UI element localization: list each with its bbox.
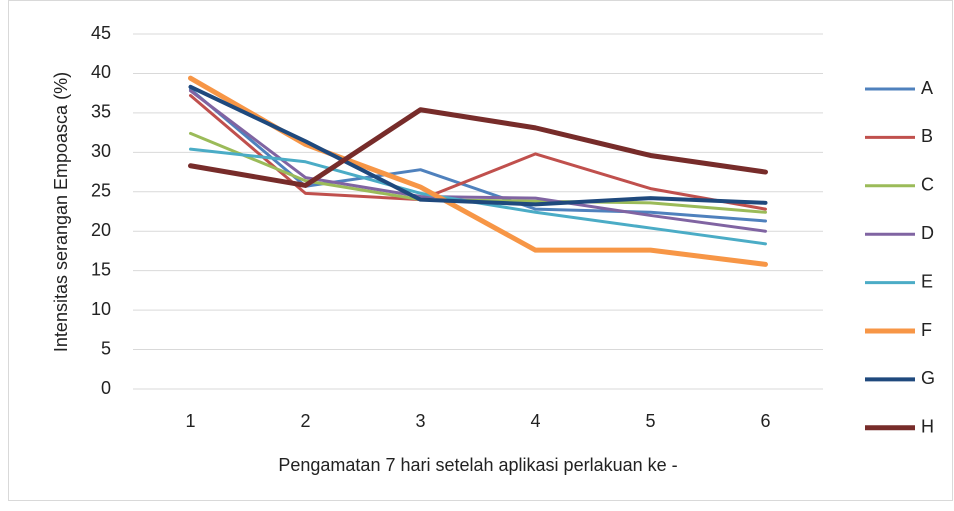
y-tick-label: 30 [91, 141, 111, 161]
x-tick-label: 2 [300, 411, 310, 431]
x-tick-label: 5 [645, 411, 655, 431]
y-tick-label: 0 [101, 378, 111, 398]
y-tick-label: 40 [91, 62, 111, 82]
legend-label: F [921, 320, 932, 340]
legend-label: G [921, 368, 935, 388]
chart-frame [8, 0, 953, 501]
legend-label: C [921, 175, 934, 195]
series-line [188, 84, 768, 207]
y-tick-label: 5 [101, 338, 111, 358]
y-tick-label: 35 [91, 102, 111, 122]
y-axis-label: Intensitas serangan Empoasca (%) [51, 72, 71, 352]
y-tick-label: 20 [91, 220, 111, 240]
series-line [189, 87, 767, 223]
legend-label: D [921, 223, 934, 243]
series-line [189, 94, 767, 211]
x-tick-label: 3 [415, 411, 425, 431]
y-tick-label: 10 [91, 299, 111, 319]
x-tick-label: 1 [185, 411, 195, 431]
legend-label: B [921, 126, 933, 146]
y-tick-label: 45 [91, 23, 111, 43]
legend-label: H [921, 417, 934, 437]
legend-label: E [921, 271, 933, 291]
series-line [188, 107, 768, 188]
y-tick-label: 25 [91, 181, 111, 201]
y-tick-label: 15 [91, 259, 111, 279]
x-axis-label: Pengamatan 7 hari setelah aplikasi perla… [278, 455, 677, 475]
series-line [189, 89, 767, 233]
x-tick-label: 6 [760, 411, 770, 431]
x-tick-label: 4 [530, 411, 540, 431]
legend-label: A [921, 78, 933, 98]
